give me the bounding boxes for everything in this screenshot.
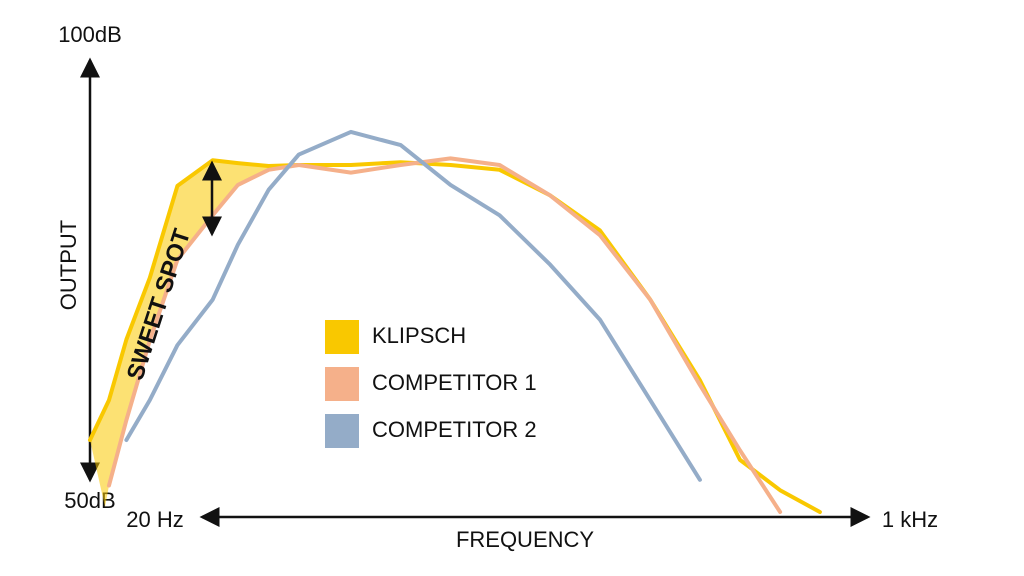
legend-swatch (325, 320, 359, 354)
y-tick-label: 100dB (58, 22, 122, 47)
series-line (88, 158, 822, 514)
y-axis-label: OUTPUT (56, 220, 81, 310)
legend-label: COMPETITOR 1 (372, 370, 537, 395)
x-tick-label: 1 kHz (882, 507, 938, 532)
sweet-spot-area (90, 160, 299, 508)
legend-label: COMPETITOR 2 (372, 417, 537, 442)
series-line (124, 129, 702, 482)
legend: KLIPSCH COMPETITOR 1 COMPETITOR 2 (325, 320, 537, 448)
legend-label: KLIPSCH (372, 323, 466, 348)
legend-swatch (325, 414, 359, 448)
y-tick-label: 50dB (64, 488, 115, 513)
plot (88, 129, 822, 514)
x-axis-label: FREQUENCY (456, 527, 594, 552)
series-line (107, 156, 783, 514)
x-tick-label: 20 Hz (126, 507, 183, 532)
legend-swatch (325, 367, 359, 401)
